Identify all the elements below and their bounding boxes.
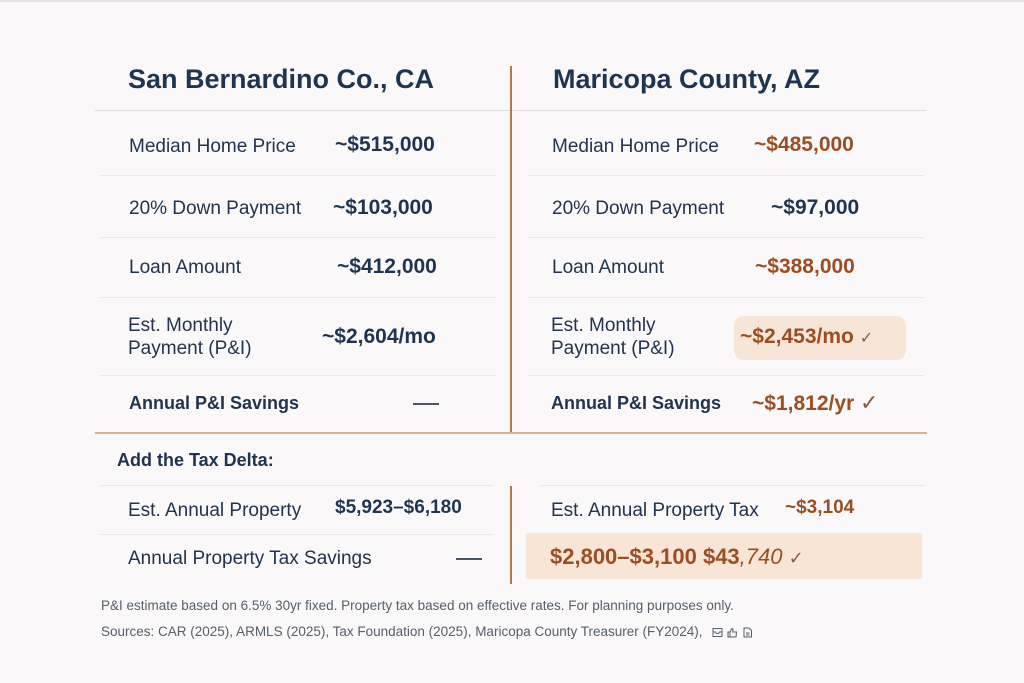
row-separator bbox=[100, 534, 493, 535]
check-icon: ✓ bbox=[859, 330, 874, 347]
left-pi-savings-none bbox=[413, 403, 439, 405]
left-down-payment-value: ~$103,000 bbox=[333, 196, 433, 219]
left-row-property-tax: Est. Annual Property bbox=[128, 490, 301, 530]
right-county-title: Maricopa County, AZ bbox=[553, 64, 821, 94]
left-row-pi-savings: Annual P&I Savings bbox=[129, 383, 299, 423]
row-separator bbox=[100, 175, 495, 176]
total-light: ,740 bbox=[739, 544, 783, 569]
right-row-down-payment: 20% Down Payment bbox=[552, 188, 724, 228]
row-label: 20% Down Payment bbox=[129, 197, 302, 219]
right-row-loan-amount: Loan Amount bbox=[552, 247, 664, 287]
row-label-line2: Payment (P&I) bbox=[128, 338, 252, 359]
right-loan-amount-value: ~$388,000 bbox=[755, 255, 855, 278]
row-label: Median Home Price bbox=[129, 135, 296, 157]
left-row-down-payment: 20% Down Payment bbox=[129, 188, 301, 228]
row-label-line1: Est. Monthly bbox=[551, 315, 656, 336]
right-row-pi-savings: Annual P&I Savings bbox=[551, 383, 721, 423]
left-row-median-price: Median Home Price bbox=[129, 126, 296, 166]
check-icon: ✓ bbox=[860, 390, 879, 415]
row-separator bbox=[540, 485, 925, 486]
row-label-line1: Est. Monthly bbox=[128, 315, 233, 336]
footer-sources: Sources: CAR (2025), ARMLS (2025), Tax F… bbox=[101, 624, 753, 639]
tax-section-heading: Add the Tax Delta: bbox=[117, 450, 274, 470]
left-county-title: San Bernardino Co., CA bbox=[128, 64, 435, 94]
column-divider bbox=[510, 66, 512, 432]
left-row-monthly-payment: Est. Monthly Payment (P&I) bbox=[128, 314, 252, 362]
right-row-median-price: Median Home Price bbox=[552, 126, 719, 166]
sources-text: Sources: CAR (2025), ARMLS (2025), Tax F… bbox=[101, 624, 703, 639]
row-separator bbox=[528, 175, 923, 176]
row-separator bbox=[100, 237, 495, 238]
row-separator bbox=[528, 375, 923, 376]
highlight-pill bbox=[734, 316, 906, 360]
value-text: ~$2,453/mo bbox=[740, 325, 854, 348]
row-label: 20% Down Payment bbox=[552, 197, 725, 219]
left-tax-savings-none bbox=[456, 558, 482, 560]
footer-icons bbox=[712, 627, 753, 638]
total-bold: $43 bbox=[702, 544, 740, 569]
footer-note: P&I estimate based on 6.5% 30yr fixed. P… bbox=[101, 598, 734, 613]
right-tax-savings-value: $2,800–$3,100 $43,740 ✓ bbox=[550, 544, 804, 570]
value-text: ~$1,812/yr bbox=[752, 392, 855, 415]
row-label: Median Home Price bbox=[552, 135, 719, 157]
check-icon: ✓ bbox=[788, 548, 804, 568]
row-separator bbox=[100, 297, 495, 298]
left-row-loan-amount: Loan Amount bbox=[129, 247, 241, 287]
left-monthly-payment-value: ~$2,604/mo bbox=[322, 325, 436, 348]
right-row-property-tax: Est. Annual Property Tax bbox=[551, 490, 759, 530]
section-divider bbox=[95, 432, 927, 434]
left-row-tax-savings: Annual Property Tax Savings bbox=[128, 538, 372, 578]
right-row-monthly-payment: Est. Monthly Payment (P&I) bbox=[551, 314, 675, 362]
left-loan-amount-value: ~$412,000 bbox=[337, 255, 437, 278]
tax-savings-total: $43,740 bbox=[703, 544, 783, 569]
right-pi-savings-value: ~$1,812/yr ✓ bbox=[752, 390, 878, 416]
row-separator bbox=[528, 237, 923, 238]
row-label: Loan Amount bbox=[129, 256, 241, 278]
thumbs-up-icon[interactable] bbox=[727, 627, 738, 638]
row-separator bbox=[100, 375, 495, 376]
inbox-icon[interactable] bbox=[712, 627, 723, 638]
column-divider-tax bbox=[510, 486, 512, 584]
row-label: Annual Property Tax Savings bbox=[128, 547, 372, 569]
left-property-tax-value: $5,923–$6,180 bbox=[335, 497, 462, 518]
right-monthly-payment-value: ~$2,453/mo ✓ bbox=[740, 325, 873, 349]
row-label: Loan Amount bbox=[552, 256, 664, 278]
row-separator bbox=[100, 485, 493, 486]
top-edge bbox=[0, 0, 1024, 2]
right-median-price-value: ~$485,000 bbox=[754, 133, 854, 156]
right-property-tax-value: ~$3,104 bbox=[785, 497, 855, 518]
tax-savings-range: $2,800–$3,100 bbox=[550, 544, 697, 569]
right-down-payment-value: ~$97,000 bbox=[771, 196, 860, 219]
highlight-band bbox=[526, 533, 922, 579]
row-label: Annual P&I Savings bbox=[129, 392, 300, 413]
row-separator bbox=[528, 297, 923, 298]
left-median-price-value: ~$515,000 bbox=[335, 133, 435, 156]
row-label: Est. Annual Property Tax bbox=[551, 499, 759, 521]
row-label: Est. Annual Property bbox=[128, 499, 302, 521]
document-icon[interactable] bbox=[742, 627, 753, 638]
row-label: Annual P&I Savings bbox=[551, 392, 722, 413]
row-label-line2: Payment (P&I) bbox=[551, 338, 675, 359]
